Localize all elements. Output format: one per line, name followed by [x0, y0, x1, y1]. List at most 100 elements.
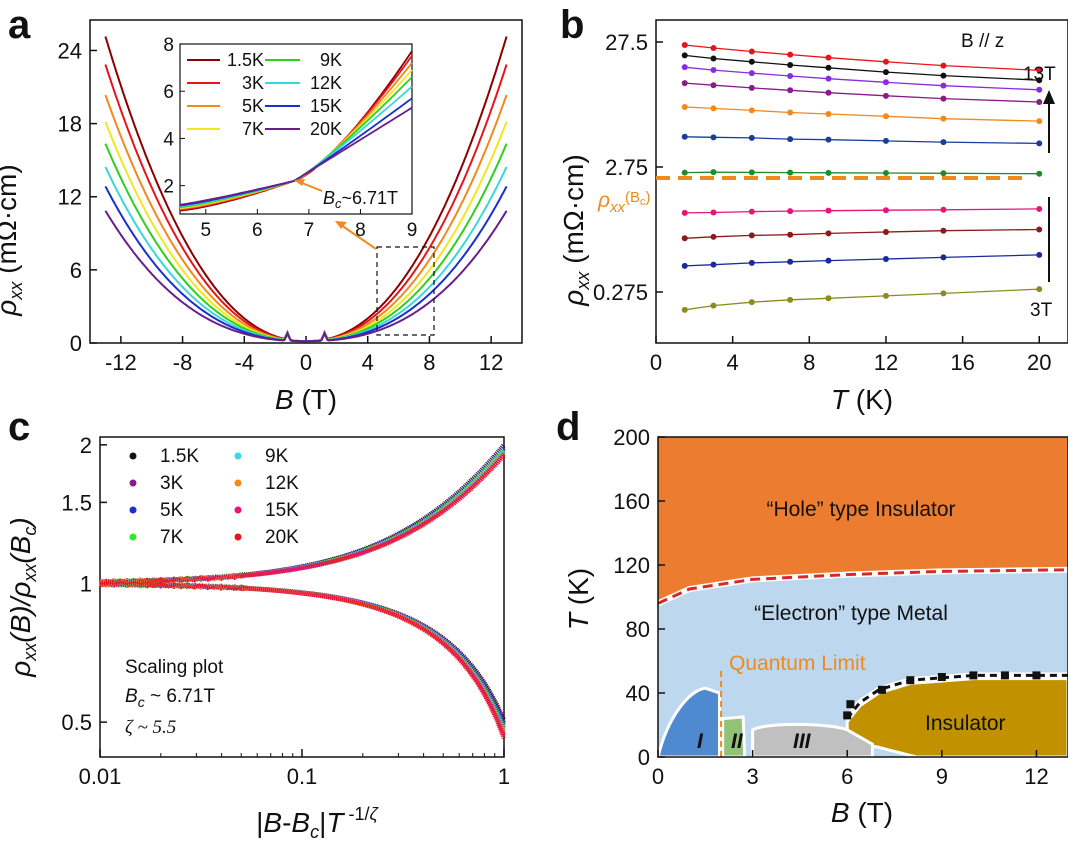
c-ytick-label: 1 [80, 571, 92, 596]
insulator-boundary-marker [846, 700, 855, 709]
insulator-boundary-marker [906, 676, 915, 685]
b-series-10-point [825, 295, 832, 302]
c-legend-marker-20K [234, 533, 242, 541]
panel-letter-c: c [8, 405, 30, 449]
c-legend-label-5K: 5K [160, 500, 184, 521]
b-series-2-point [681, 64, 688, 71]
b-series-10-point [710, 302, 717, 309]
inset-legend-label-7K: 7K [242, 119, 264, 139]
a-xtick-label: 12 [479, 350, 503, 375]
b-series-1-point [710, 55, 717, 62]
c-legend-label-12K: 12K [265, 473, 299, 494]
panel-b-top-label: 13T [1023, 64, 1056, 85]
b-series-5-point [681, 133, 688, 140]
panel-b-curves [681, 42, 1043, 313]
d-xtick-label: 0 [652, 764, 664, 789]
b-series-6-point [882, 170, 889, 177]
a-ytick-label: 18 [58, 112, 82, 137]
b-series-9-point [681, 262, 688, 269]
b-ytick-label: 0.275 [593, 280, 648, 305]
b-series-7-point [1036, 205, 1043, 212]
region-phase-III [751, 722, 874, 759]
b-series-10-point [940, 290, 947, 297]
b-series-10-point [681, 306, 688, 313]
b-series-1-point [940, 72, 947, 79]
c-upper-branch-7 [99, 454, 506, 585]
panel-c-annotation-zeta: ζ ~ 5.5 [125, 717, 176, 738]
d-ytick-label: 80 [626, 617, 650, 642]
b-ytick-label: 27.5 [605, 30, 648, 55]
b-series-line-9 [684, 254, 1040, 267]
b-series-10-point [1036, 286, 1043, 293]
a-series-20K [104, 210, 508, 343]
b-series-8-point [710, 233, 717, 240]
a-xtick-label: -8 [173, 350, 193, 375]
c-ytick-label: 0.5 [61, 710, 92, 735]
panel-b-xlabel: T (K) [831, 384, 893, 415]
b-series-8-point [787, 231, 794, 238]
b-series-4-point [1036, 118, 1043, 125]
c-upper-branch-6 [99, 452, 506, 586]
inset-legend-label-15K: 15K [310, 96, 342, 116]
b-series-9-point [787, 258, 794, 265]
d-xtick-label: 3 [746, 764, 758, 789]
b-series-8-point [882, 229, 889, 236]
panel-letter-a: a [8, 3, 31, 47]
inset-crossing-arrow [301, 182, 323, 192]
b-series-1-point [825, 64, 832, 71]
b-series-7-point [710, 209, 717, 216]
panel-c-ylabel: ρxx(B)/ρxx(Bc) [5, 517, 40, 678]
inset-legend-label-3K: 3K [242, 73, 264, 93]
b-series-line-5 [684, 136, 1040, 145]
b-series-0-point [940, 62, 947, 69]
b-series-line-7 [684, 208, 1040, 214]
d-xtick-label: 12 [1024, 764, 1048, 789]
b-series-7-point [748, 208, 755, 215]
b-series-10-point [787, 296, 794, 303]
panel-letter-d: d [556, 405, 580, 449]
b-series-10-point [748, 299, 755, 306]
c-legend-label-3K: 3K [160, 473, 184, 494]
b-series-7-point [940, 206, 947, 213]
b-series-3-point [825, 89, 832, 96]
b-series-9-point [748, 259, 755, 266]
panel-d-ylabel: T (K) [563, 568, 594, 630]
insulator-boundary-marker [1032, 671, 1041, 680]
insulator-boundary-marker [1000, 671, 1009, 680]
b-series-7-point [787, 208, 794, 215]
b-series-9-point [825, 257, 832, 264]
a-ytick-label: 12 [58, 185, 82, 210]
b-series-0-point [748, 48, 755, 55]
panel-c-curves [99, 443, 507, 740]
b-series-6-point [710, 169, 717, 176]
b-series-0-point [825, 54, 832, 61]
panel-letter-b: b [560, 3, 584, 47]
phase-II-label: II [731, 730, 744, 753]
b-series-3-point [710, 82, 717, 89]
panel-b-ticks: 0 4 8 12 16 20 0.275 2.75 27.5 [593, 30, 1052, 375]
b-series-3-point [940, 95, 947, 102]
inset-ticks: 5 6 7 8 9 2 4 6 8 [163, 35, 417, 241]
b-series-1-point [882, 69, 889, 76]
b-series-line-6 [684, 171, 1040, 175]
c-legend-label-7K: 7K [160, 527, 184, 548]
region-phase-I [656, 686, 721, 759]
b-series-line-0 [684, 44, 1040, 72]
b-series-8-point [940, 227, 947, 234]
panel-a-ylabel: ρxx (mΩ·cm) [0, 164, 26, 316]
panel-d-regions [656, 437, 1068, 759]
d-ytick-label: 40 [626, 681, 650, 706]
b-series-3-point [882, 92, 889, 99]
insulator-boundary-line [846, 673, 1068, 720]
b-series-4-point [882, 113, 889, 120]
insulator-boundary-marker [937, 673, 946, 681]
panel-c: c 0.01 0.1 1 0.5 1 1.5 2 1.5K 3K 5K 7K 9K 12K 15K 20K… [5, 405, 510, 842]
c-legend-marker-9K [234, 452, 242, 460]
c-legend-label-15K: 15K [265, 500, 299, 521]
a-xtick-label: -4 [235, 350, 255, 375]
b-series-4-point [710, 105, 717, 112]
b-series-8-point [748, 232, 755, 239]
